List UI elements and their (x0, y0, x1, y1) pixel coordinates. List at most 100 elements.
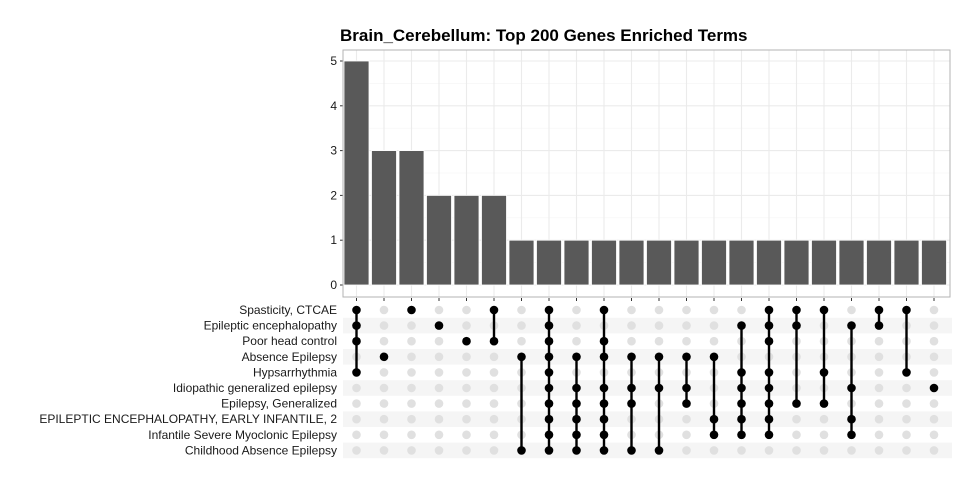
matrix-dot-empty (874, 446, 884, 455)
matrix-dot-empty (489, 430, 499, 440)
matrix-dot-filled (544, 399, 554, 408)
matrix-dot-filled (572, 430, 581, 440)
matrix-dot-empty (517, 321, 526, 330)
matrix-dot-filled (489, 305, 499, 315)
intersection-column (627, 305, 636, 455)
matrix-dot-filled (352, 336, 361, 346)
matrix-dot-filled (627, 352, 636, 362)
matrix-dot-filled (572, 399, 581, 408)
matrix-dot-empty (682, 336, 691, 346)
intersection-bar (921, 239, 947, 286)
matrix-dot-filled (599, 305, 609, 315)
matrix-dot-filled (572, 383, 581, 393)
matrix-dot-empty (379, 305, 389, 315)
matrix-dot-filled (572, 352, 581, 362)
matrix-dot-empty (929, 446, 939, 455)
matrix-dot-filled (764, 305, 774, 315)
matrix-dot-empty (572, 321, 581, 330)
matrix-dot-empty (462, 352, 471, 362)
matrix-dot-filled (764, 336, 774, 346)
row-stripe (343, 380, 952, 396)
set-label: Epileptic encephalopathy (204, 319, 337, 333)
matrix-dot-empty (902, 399, 911, 408)
matrix-dot-empty (462, 368, 471, 377)
set-label: Idiopathic generalized epilepsy (173, 381, 337, 395)
matrix-dot-empty (929, 430, 939, 440)
intersection-bar (453, 194, 480, 286)
matrix-dot-filled (544, 446, 554, 455)
matrix-dot-filled (819, 305, 829, 315)
matrix-dot-empty (874, 368, 884, 377)
y-tick-label: 5 (330, 54, 337, 68)
matrix-dot-empty (434, 399, 444, 408)
matrix-dot-filled (572, 446, 581, 455)
matrix-dot-empty (929, 399, 939, 408)
set-label: Spasticity, CTCAE (239, 303, 337, 317)
matrix-dot-empty (819, 446, 829, 455)
matrix-dot-empty (434, 446, 444, 455)
matrix-dot-filled (764, 399, 774, 408)
intersection-column (764, 305, 774, 455)
matrix-dot-empty (462, 399, 471, 408)
matrix-dot-empty (462, 383, 471, 393)
matrix-dot-filled (434, 321, 444, 330)
matrix-dot-filled (792, 399, 801, 408)
matrix-dot-empty (874, 383, 884, 393)
matrix-dot-filled (929, 383, 939, 393)
matrix-dot-empty (819, 430, 829, 440)
set-label: Childhood Absence Epilepsy (185, 443, 337, 457)
intersection-column (462, 305, 471, 455)
set-label: Epilepsy, Generalized (221, 397, 337, 411)
set-label: EPILEPTIC ENCEPHALOPATHY, EARLY INFANTIL… (39, 412, 337, 426)
matrix-dot-empty (682, 430, 691, 440)
intersection-column (407, 305, 416, 455)
set-label: Absence Epilepsy (242, 350, 337, 364)
y-tick-label: 1 (330, 233, 337, 247)
matrix-dot-empty (407, 430, 416, 440)
matrix-dot-empty (434, 414, 444, 424)
matrix-dot-empty (874, 414, 884, 424)
matrix-dot-empty (682, 446, 691, 455)
matrix-dot-filled (544, 336, 554, 346)
intersection-bar (343, 60, 370, 286)
matrix-dot-empty (682, 414, 691, 424)
matrix-dot-filled (792, 305, 801, 315)
matrix-dot-filled (764, 414, 774, 424)
y-tick-label: 0 (330, 278, 337, 292)
matrix-dot-empty (709, 336, 719, 346)
matrix-dot-filled (627, 383, 636, 393)
matrix-dot-empty (489, 368, 499, 377)
matrix-dot-empty (434, 305, 444, 315)
matrix-dot-empty (627, 305, 636, 315)
matrix-dot-empty (489, 446, 499, 455)
matrix-dot-empty (654, 321, 664, 330)
matrix-dot-empty (379, 368, 389, 377)
matrix-dot-filled (599, 446, 609, 455)
matrix-dot-empty (352, 383, 361, 393)
intersection-column (654, 305, 664, 455)
matrix-dot-empty (929, 414, 939, 424)
matrix-dot-empty (352, 414, 361, 424)
matrix-dot-filled (682, 352, 691, 362)
matrix-dot-filled (847, 383, 856, 393)
matrix-dot-empty (874, 399, 884, 408)
panel-border (342, 49, 951, 298)
matrix-dot-empty (489, 399, 499, 408)
matrix-dot-empty (434, 383, 444, 393)
matrix-dot-empty (379, 430, 389, 440)
intersection-column (352, 305, 361, 455)
matrix-dot-filled (544, 352, 554, 362)
matrix-dot-empty (379, 414, 389, 424)
matrix-dot-filled (847, 430, 856, 440)
matrix-dot-empty (517, 336, 526, 346)
chart-title: Brain_Cerebellum: Top 200 Genes Enriched… (340, 26, 748, 45)
matrix-dot-empty (709, 305, 719, 315)
matrix-dot-empty (847, 305, 856, 315)
matrix-dot-empty (434, 336, 444, 346)
matrix-panel: Spasticity, CTCAE Epileptic encephalopath… (39, 298, 952, 459)
matrix-dot-empty (929, 368, 939, 377)
matrix-dot-empty (407, 336, 416, 346)
matrix-dot-filled (654, 352, 664, 362)
intersection-column (709, 305, 719, 455)
matrix-dot-empty (792, 446, 801, 455)
